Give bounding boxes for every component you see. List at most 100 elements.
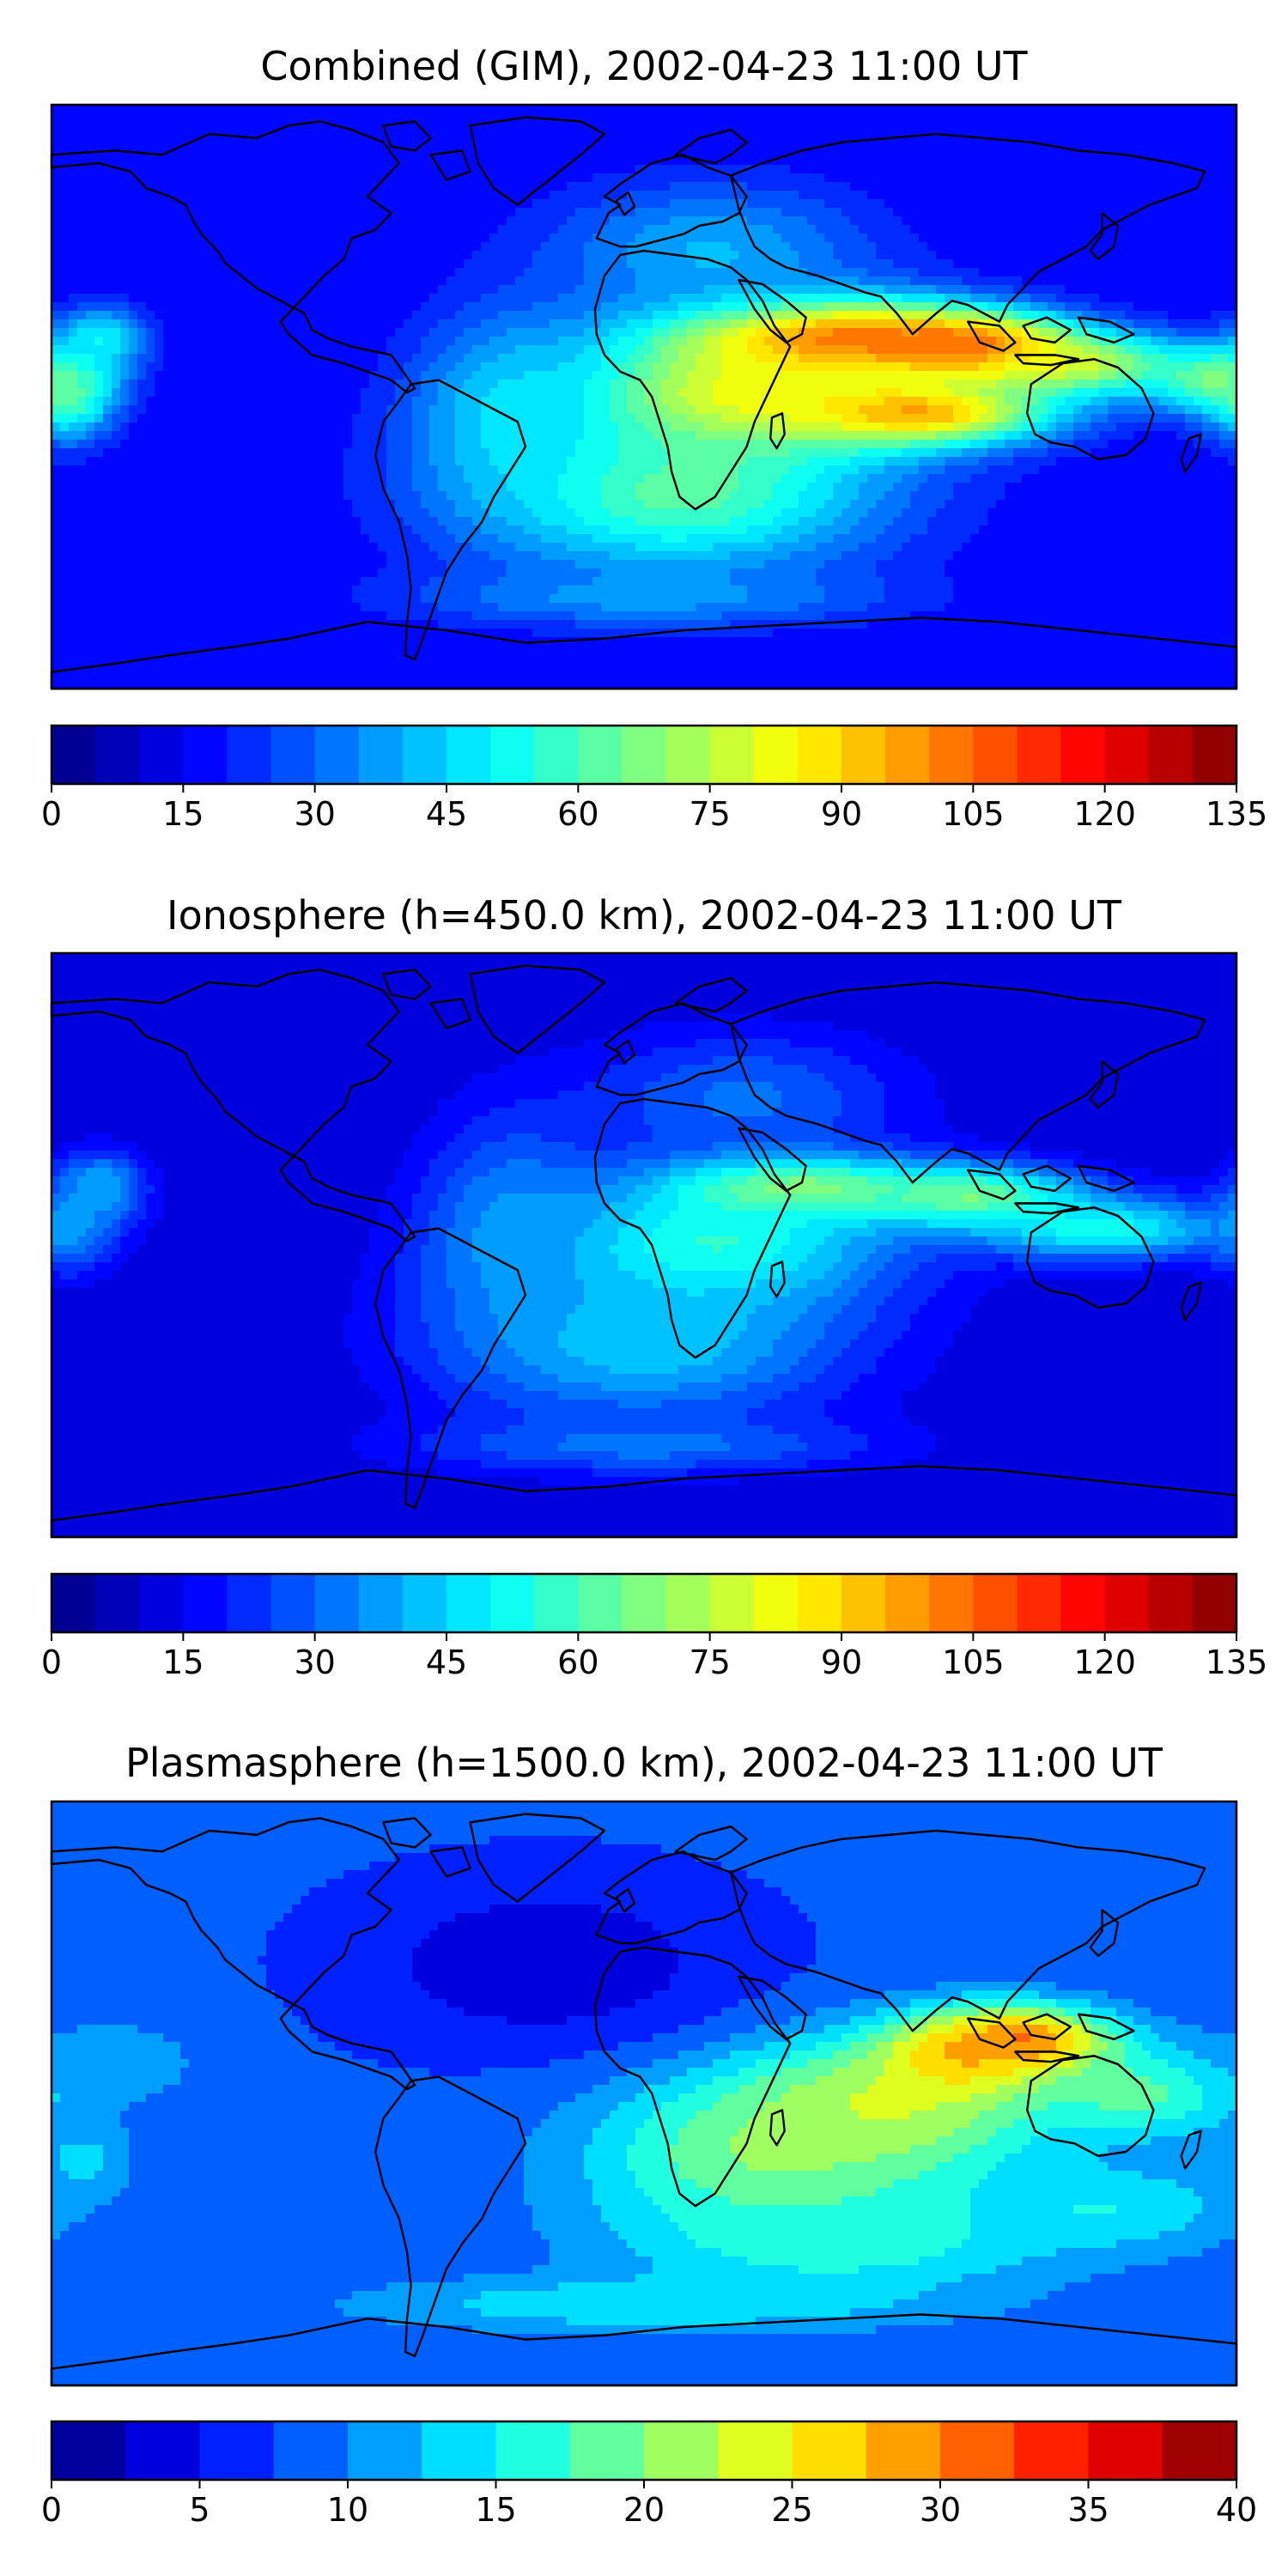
heatmap-cell	[721, 276, 731, 286]
heatmap-cell	[266, 259, 276, 269]
heatmap-cell	[1082, 122, 1091, 131]
heatmap-cell	[1030, 276, 1040, 286]
heatmap-cell	[704, 345, 714, 355]
heatmap-cell	[584, 225, 593, 234]
heatmap-cell	[884, 397, 894, 406]
heatmap-cell	[232, 216, 241, 226]
heatmap-cell	[781, 259, 791, 269]
heatmap-cell	[1176, 251, 1186, 260]
heatmap-cell	[876, 191, 885, 200]
heatmap-cell	[670, 302, 679, 312]
heatmap-cell	[1219, 319, 1229, 329]
heatmap-cell	[489, 165, 499, 174]
heatmap-cell	[1211, 268, 1220, 277]
heatmap-cell	[987, 148, 997, 157]
heatmap-cell	[352, 122, 361, 131]
heatmap-cell	[919, 173, 928, 183]
heatmap-cell	[1194, 148, 1203, 157]
heatmap-cell	[867, 122, 877, 131]
heatmap-cell	[1176, 216, 1186, 226]
heatmap-cell	[86, 225, 95, 234]
heatmap-cell	[335, 302, 344, 312]
heatmap-cell	[283, 156, 293, 166]
heatmap-cell	[670, 242, 679, 252]
heatmap-cell	[962, 216, 971, 226]
heatmap-cell	[936, 242, 945, 252]
heatmap-cell	[927, 182, 937, 191]
heatmap-cell	[987, 294, 997, 303]
heatmap-cell	[1194, 173, 1203, 183]
heatmap-cell	[275, 234, 284, 243]
heatmap-cell	[386, 311, 396, 320]
heatmap-cell	[1073, 259, 1083, 269]
heatmap-cell	[155, 414, 164, 423]
heatmap-cell	[301, 122, 310, 131]
heatmap-cell	[902, 259, 911, 269]
heatmap-cell	[1194, 242, 1203, 252]
heatmap-cell	[94, 397, 104, 406]
heatmap-cell	[86, 371, 95, 380]
heatmap-cell	[77, 337, 87, 346]
heatmap-cell	[558, 173, 568, 183]
heatmap-cell	[876, 225, 885, 234]
heatmap-cell	[240, 156, 250, 166]
heatmap-cell	[1073, 122, 1083, 131]
heatmap-cell	[584, 208, 593, 217]
heatmap-cell	[1099, 242, 1109, 252]
heatmap-cell	[146, 199, 155, 209]
heatmap-cell	[1194, 156, 1203, 166]
heatmap-cell	[1073, 302, 1083, 312]
heatmap-cell	[996, 148, 1005, 157]
heatmap-cell	[618, 216, 628, 226]
heatmap-cell	[1228, 380, 1237, 389]
heatmap-cell	[807, 337, 817, 346]
heatmap-cell	[481, 397, 490, 406]
heatmap-cell	[790, 276, 799, 286]
heatmap-cell	[601, 182, 611, 191]
heatmap-cell	[395, 139, 404, 149]
heatmap-cell	[1039, 294, 1048, 303]
heatmap-cell	[610, 173, 619, 183]
heatmap-cell	[1116, 328, 1126, 337]
heatmap-cell	[1099, 182, 1109, 191]
heatmap-cell	[867, 397, 877, 406]
heatmap-cell	[1022, 268, 1031, 277]
heatmap-cell	[69, 148, 78, 157]
heatmap-cell	[386, 131, 396, 140]
heatmap-cell	[112, 225, 121, 234]
heatmap-cell	[223, 148, 233, 157]
heatmap-cell	[421, 182, 430, 191]
heatmap-cell	[824, 251, 834, 260]
heatmap-cell	[979, 216, 988, 226]
heatmap-cell	[223, 122, 233, 131]
heatmap-cell	[515, 354, 525, 363]
heatmap-cell	[369, 208, 379, 217]
heatmap-cell	[936, 345, 945, 355]
heatmap-cell	[258, 259, 267, 269]
heatmap-cell	[94, 354, 104, 363]
heatmap-cell	[292, 405, 301, 415]
heatmap-cell	[189, 311, 198, 320]
heatmap-cell	[86, 362, 95, 372]
heatmap-cell	[1091, 242, 1100, 252]
heatmap-cell	[369, 362, 379, 372]
heatmap-cell	[850, 294, 860, 303]
heatmap-cell	[541, 319, 550, 329]
heatmap-cell	[197, 122, 207, 131]
heatmap-cell	[52, 414, 61, 423]
heatmap-cell	[1022, 139, 1031, 149]
heatmap-cell	[945, 397, 954, 406]
heatmap-cell	[1211, 362, 1220, 372]
heatmap-cell	[172, 131, 181, 140]
heatmap-cell	[936, 216, 945, 226]
heatmap-cell	[824, 311, 834, 320]
heatmap-cell	[790, 337, 799, 346]
heatmap-cell	[575, 225, 585, 234]
heatmap-cell	[841, 337, 851, 346]
heatmap-cell	[1168, 216, 1177, 226]
heatmap-cell	[1168, 259, 1177, 269]
heatmap-cell	[1142, 259, 1151, 269]
heatmap-cell	[404, 242, 413, 252]
heatmap-cell	[215, 405, 224, 415]
heatmap-cell	[215, 225, 224, 234]
